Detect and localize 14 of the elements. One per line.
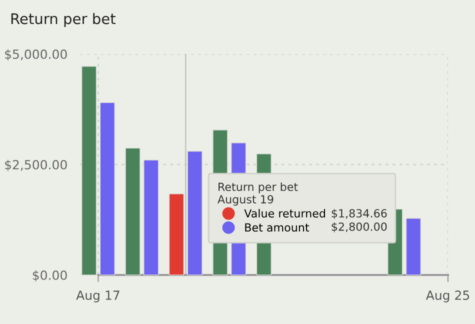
legend-title: Return per bet [11, 12, 116, 28]
y-tick-label: $5,000.00 [5, 49, 67, 61]
y-tick-label: $2,500.00 [5, 160, 67, 172]
x-tick-label: Aug 25 [426, 290, 470, 302]
annotation: $1,834.66 [332, 208, 387, 220]
annotation: $2,800.00 [332, 222, 387, 232]
bar [406, 218, 422, 276]
bar [168, 194, 184, 276]
text: Return per bet [218, 182, 298, 194]
x-tick-label: Aug 17 [76, 290, 120, 302]
y-tick-label: $0.00 [32, 270, 67, 282]
legend-label: Bet amount [245, 223, 310, 232]
legend-label: Value returned [244, 208, 326, 218]
annotation: August 19 [218, 195, 274, 206]
